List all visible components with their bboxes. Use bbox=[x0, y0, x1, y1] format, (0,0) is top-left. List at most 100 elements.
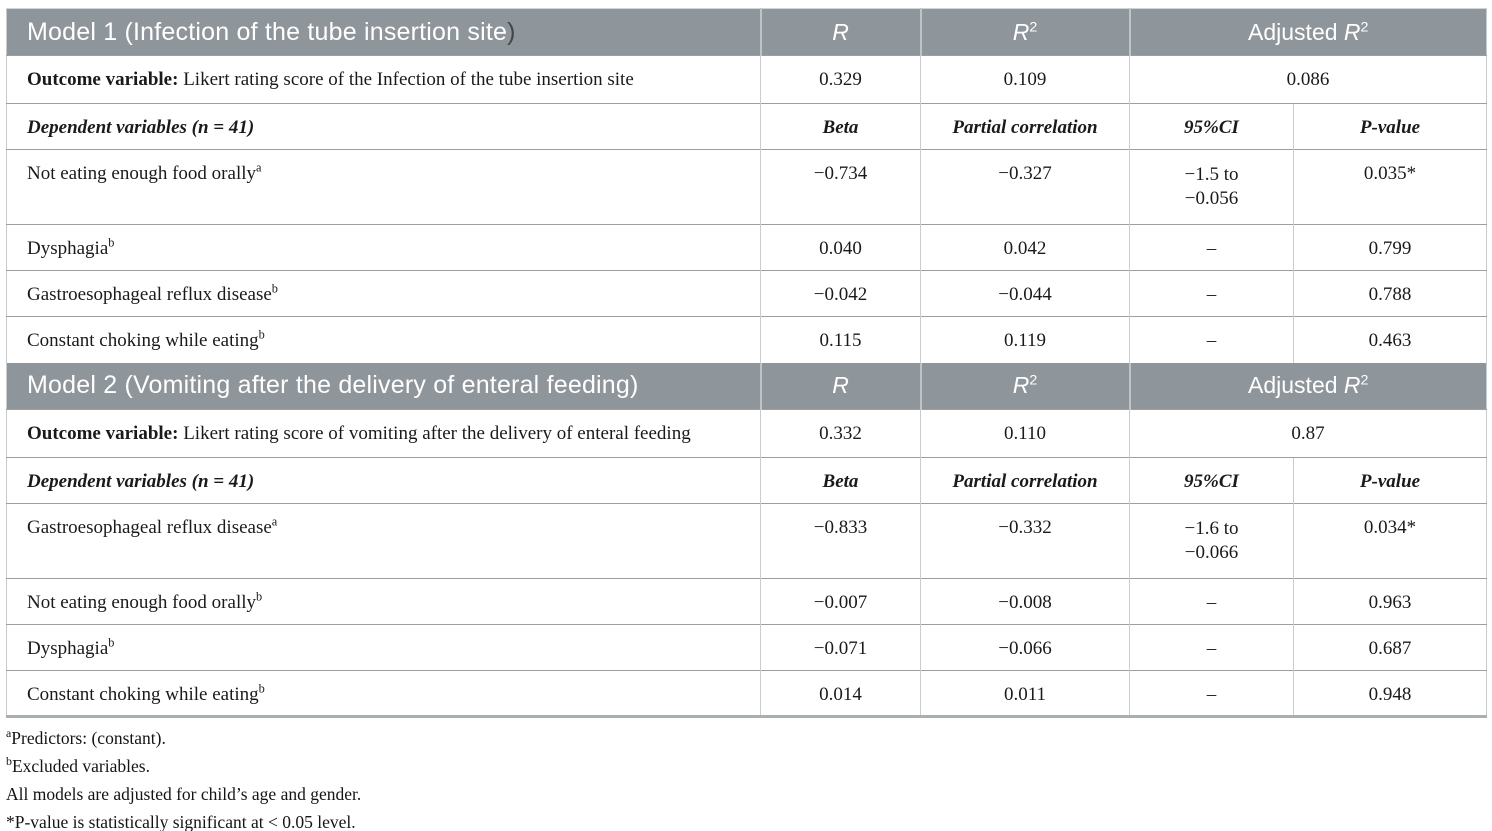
model-1-subheader-row: Dependent variables (n = 41) Beta Partia… bbox=[6, 103, 1487, 150]
dependent-variables-label: Dependent variables (n = 41) bbox=[6, 103, 761, 150]
r-label: R bbox=[832, 18, 849, 45]
table-row: Not eating enough food orallyb −0.007 −0… bbox=[6, 578, 1487, 625]
beta-value: −0.071 bbox=[760, 624, 921, 671]
footnote-text: All models are adjusted for child’s age … bbox=[6, 784, 362, 804]
table-row: Dysphagiab 0.040 0.042 – 0.799 bbox=[6, 224, 1487, 271]
ci-line2: −0.056 bbox=[1184, 188, 1239, 209]
dependent-variables-label: Dependent variables (n = 41) bbox=[6, 457, 761, 504]
model-1-header-row: Model 1 (Infection of the tube insertion… bbox=[6, 8, 1487, 56]
column-header-r: R bbox=[759, 362, 921, 410]
ci-line1: −1.5 to bbox=[1184, 164, 1239, 185]
model-2-r-value: 0.332 bbox=[760, 409, 921, 458]
partial-correlation-value: −0.008 bbox=[920, 578, 1130, 625]
partial-correlation-column-header: Partial correlation bbox=[920, 457, 1130, 504]
partial-correlation-column-header: Partial correlation bbox=[920, 103, 1130, 150]
column-header-adjusted-r2: Adjusted R2 bbox=[1128, 8, 1487, 56]
ci-value: – bbox=[1129, 670, 1294, 718]
footnote-sup: a bbox=[6, 726, 12, 741]
ci-line2: −0.066 bbox=[1184, 542, 1239, 563]
r-label: R bbox=[832, 372, 849, 399]
row-label-text: Constant choking while eating bbox=[27, 330, 259, 351]
model-1-title-paren: ) bbox=[507, 17, 516, 46]
footnote-significance: *P-value is statistically significant at… bbox=[6, 808, 1486, 831]
outcome-variable-label: Outcome variable: bbox=[27, 69, 179, 90]
model-1-outcome-row: Outcome variable: Likert rating score of… bbox=[6, 55, 1487, 104]
beta-value: −0.007 bbox=[760, 578, 921, 625]
model-1-outcome-label: Outcome variable: Likert rating score of… bbox=[6, 55, 761, 104]
beta-column-header: Beta bbox=[760, 103, 921, 150]
row-label-text: Not eating enough food orally bbox=[27, 592, 257, 613]
adjusted-prefix: Adjusted bbox=[1248, 372, 1344, 399]
r2-sup: 2 bbox=[1029, 18, 1038, 35]
r2-sup: 2 bbox=[1029, 372, 1038, 389]
table-row: Not eating enough food orallya −0.734 −0… bbox=[6, 149, 1487, 225]
adjusted-prefix: Adjusted bbox=[1248, 18, 1344, 45]
p-value: 0.035* bbox=[1293, 149, 1487, 225]
ci-value: – bbox=[1129, 578, 1294, 625]
model-2-r2-value: 0.110 bbox=[920, 409, 1130, 458]
model-2-subheader-row: Dependent variables (n = 41) Beta Partia… bbox=[6, 457, 1487, 504]
beta-value: 0.014 bbox=[760, 670, 921, 718]
row-label-text: Constant choking while eating bbox=[27, 684, 259, 705]
model-1-r2-value: 0.109 bbox=[920, 55, 1130, 104]
column-header-r2: R2 bbox=[919, 8, 1130, 56]
outcome-variable-text: Likert rating score of vomiting after th… bbox=[178, 423, 691, 444]
ci-value: −1.5 to −0.056 bbox=[1129, 149, 1294, 225]
row-label-sup: a bbox=[256, 160, 262, 175]
footnote-text: Excluded variables. bbox=[11, 756, 150, 776]
p-value: 0.788 bbox=[1293, 270, 1487, 317]
r2-base: R bbox=[1012, 372, 1030, 399]
table-row: Constant choking while eatingb 0.115 0.1… bbox=[6, 316, 1487, 363]
model-1-title-text: Model 1 (Infection of the tube insertion… bbox=[27, 17, 508, 46]
table-row: Gastroesophageal reflux diseasea −0.833 … bbox=[6, 503, 1487, 579]
row-label-text: Gastroesophageal reflux disease bbox=[27, 517, 272, 538]
p-value: 0.948 bbox=[1293, 670, 1487, 718]
pvalue-column-header: P-value bbox=[1293, 103, 1487, 150]
partial-correlation-value: 0.042 bbox=[920, 224, 1130, 271]
adjusted-r-sup: 2 bbox=[1360, 372, 1369, 389]
row-label-sup: b bbox=[256, 589, 263, 604]
p-value: 0.687 bbox=[1293, 624, 1487, 671]
footnote-text: *P-value is statistically significant at… bbox=[6, 812, 356, 831]
beta-value: 0.115 bbox=[760, 316, 921, 363]
row-label-sup: b bbox=[271, 281, 278, 296]
row-label: Gastroesophageal reflux diseaseb bbox=[6, 270, 761, 317]
ci-line1: −1.6 to bbox=[1184, 518, 1239, 539]
model-2-header-row: Model 2 (Vomiting after the delivery of … bbox=[6, 362, 1487, 410]
table-row: Dysphagiab −0.071 −0.066 – 0.687 bbox=[6, 624, 1487, 671]
row-label: Gastroesophageal reflux diseasea bbox=[6, 503, 761, 579]
ci-column-header: 95%CI bbox=[1129, 457, 1294, 504]
footnote-adjustment: All models are adjusted for child’s age … bbox=[6, 780, 1486, 808]
footnote-text: Predictors: (constant). bbox=[11, 728, 166, 748]
row-label-sup: b bbox=[108, 635, 115, 650]
ci-value: – bbox=[1129, 224, 1294, 271]
beta-column-header: Beta bbox=[760, 457, 921, 504]
partial-correlation-value: −0.044 bbox=[920, 270, 1130, 317]
r2-base: R bbox=[1012, 18, 1030, 45]
table-row: Constant choking while eatingb 0.014 0.0… bbox=[6, 670, 1487, 718]
p-value: 0.463 bbox=[1293, 316, 1487, 363]
adjusted-r-base: R bbox=[1343, 372, 1361, 399]
outcome-variable-label: Outcome variable: bbox=[27, 423, 179, 444]
beta-value: 0.040 bbox=[760, 224, 921, 271]
row-label-sup: a bbox=[271, 514, 278, 529]
adjusted-r-base: R bbox=[1343, 18, 1361, 45]
footnote-excluded: bExcluded variables. bbox=[6, 752, 1486, 780]
row-label: Dysphagiab bbox=[6, 624, 761, 671]
model-1-adjusted-r2-value: 0.086 bbox=[1129, 55, 1487, 104]
p-value: 0.034* bbox=[1293, 503, 1487, 579]
model-2-title: Model 2 (Vomiting after the delivery of … bbox=[6, 362, 761, 410]
table-row: Gastroesophageal reflux diseaseb −0.042 … bbox=[6, 270, 1487, 317]
ci-value: – bbox=[1129, 316, 1294, 363]
ci-value: – bbox=[1129, 270, 1294, 317]
ci-column-header: 95%CI bbox=[1129, 103, 1294, 150]
column-header-r2: R2 bbox=[919, 362, 1130, 410]
ci-value: – bbox=[1129, 624, 1294, 671]
adjusted-r-sup: 2 bbox=[1360, 18, 1369, 35]
row-label: Not eating enough food orallyb bbox=[6, 578, 761, 625]
footnote-predictors: aPredictors: (constant). bbox=[6, 724, 1486, 752]
beta-value: −0.734 bbox=[760, 149, 921, 225]
row-label: Constant choking while eatingb bbox=[6, 316, 761, 363]
row-label-sup: b bbox=[108, 235, 115, 250]
